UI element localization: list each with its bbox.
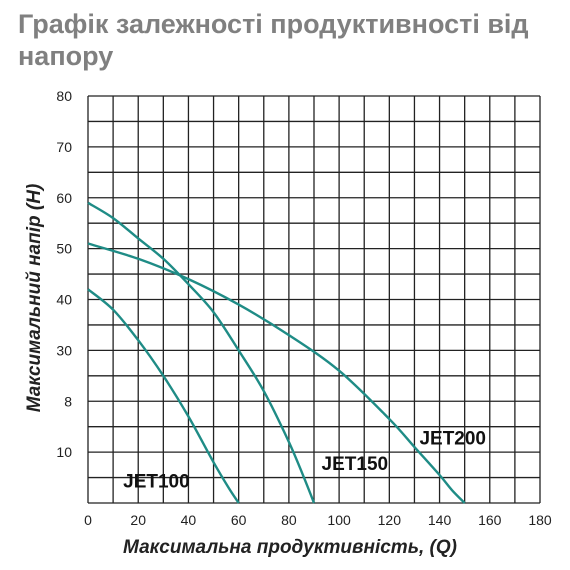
y-axis-label: Максимальний напір (H) — [24, 184, 45, 413]
series-label-jet100: JET100 — [123, 472, 190, 493]
series-label-jet200: JET200 — [419, 428, 486, 449]
x-tick-label: 120 — [378, 512, 402, 528]
chart-title: Графік залежності продуктивності від нап… — [18, 9, 529, 71]
series-lines — [87, 201, 466, 504]
y-tick-label: 10 — [56, 444, 72, 460]
x-tick-label: 140 — [428, 512, 452, 528]
y-tick-label: 50 — [56, 241, 72, 257]
series-line-jet200 — [87, 242, 466, 504]
x-tick-label: 0 — [84, 512, 92, 528]
y-tick-label: 70 — [56, 139, 72, 155]
x-tick-label: 60 — [231, 512, 247, 528]
x-tick-label: 80 — [281, 512, 297, 528]
y-tick-label: 30 — [56, 342, 72, 358]
x-tick-label: 20 — [130, 512, 146, 528]
y-tick-label: 60 — [56, 190, 72, 206]
x-tick-label: 180 — [528, 512, 552, 528]
x-axis-label: Максимальна продуктивність, (Q) — [123, 537, 457, 558]
x-tick-label: 160 — [478, 512, 502, 528]
y-tick-labels: 10 8 30 40 50 60 70 80 — [56, 88, 72, 460]
grid — [87, 95, 541, 504]
y-tick-label: 8 — [64, 393, 72, 409]
x-tick-label: 40 — [181, 512, 197, 528]
y-tick-label: 40 — [56, 292, 72, 308]
series-label-jet150: JET150 — [322, 454, 389, 475]
x-tick-label: 100 — [327, 512, 351, 528]
series-line-jet100 — [87, 288, 240, 504]
series-labels: JET100 JET150 JET200 — [123, 428, 486, 492]
series-line-jet150 — [87, 201, 316, 504]
y-tick-label: 80 — [56, 88, 72, 104]
x-tick-labels: 0 20 40 60 80 100 120 140 160 180 — [84, 512, 552, 528]
